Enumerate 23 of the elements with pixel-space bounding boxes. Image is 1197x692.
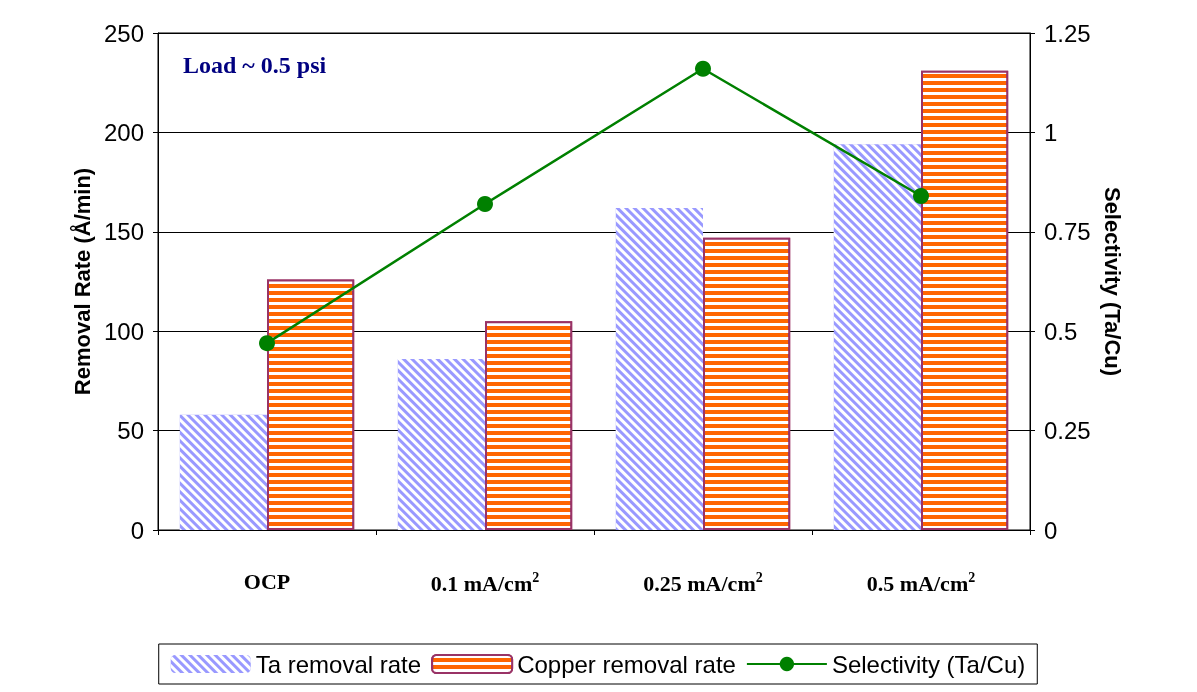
y2-tick-label: 0.25 bbox=[1044, 417, 1091, 445]
y2-tick-label: 0.5 bbox=[1044, 317, 1078, 345]
point bbox=[913, 188, 929, 205]
y-tick-label: 200 bbox=[103, 118, 144, 146]
y-axis-title: Removal Rate (Å/min) bbox=[68, 167, 95, 396]
y2-tick-label: 1.25 bbox=[1044, 19, 1091, 47]
y-tick-label: 150 bbox=[103, 218, 144, 246]
y2-tick-label: 0.75 bbox=[1044, 218, 1091, 246]
legend-label: Copper removal rate bbox=[517, 650, 736, 678]
y-tick-label: 0 bbox=[130, 516, 144, 544]
legend-label: Selectivity (Ta/Cu) bbox=[831, 650, 1026, 678]
y-tick-label: 250 bbox=[103, 19, 144, 47]
point bbox=[259, 335, 275, 352]
x-tick-label: OCP bbox=[243, 568, 291, 594]
y-tick-label: 50 bbox=[117, 417, 144, 445]
legend-label: Ta removal rate bbox=[255, 650, 422, 678]
y-tick-label: 100 bbox=[103, 317, 144, 345]
point bbox=[695, 60, 711, 77]
point bbox=[477, 195, 493, 212]
y2-tick-label: 0 bbox=[1044, 516, 1058, 544]
y2-axis-title: Selectivity (Ta/Cu) bbox=[1100, 186, 1126, 377]
y2-tick-label: 1 bbox=[1044, 118, 1058, 146]
annotation: Load ~ 0.5 psi bbox=[183, 52, 327, 78]
